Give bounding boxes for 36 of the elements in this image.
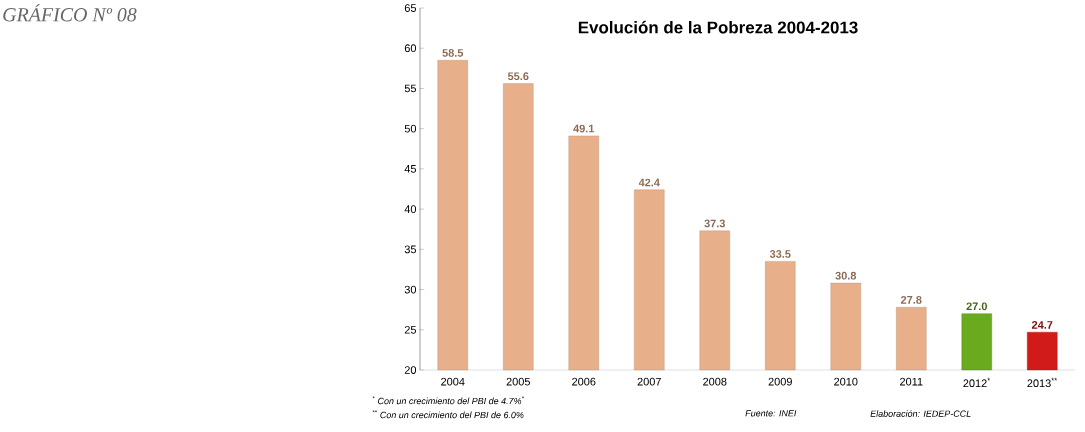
data-label: 27.0 [966, 302, 987, 311]
x-tick-label: 2004 [441, 377, 465, 386]
text: Evolución de la Pobreza 2004-2013 [578, 20, 858, 34]
y-tick-label: 25 [404, 325, 417, 334]
x-tick-label: 2005 [506, 377, 530, 386]
data-label: 27.8 [900, 295, 922, 304]
data-label: 58.5 [442, 49, 464, 57]
x-tick-label: 2011 [900, 377, 923, 386]
data-label: 55.6 [507, 72, 529, 81]
source-note: Fuente: INEI [745, 410, 797, 417]
data-label: 24.7 [1031, 321, 1053, 329]
text: $^{*}$ Con un crecimiento del PBI de 4.7%$^{*}$ [372, 396, 525, 405]
data-label: 49.1 [573, 124, 595, 133]
x-tick-label: 2012$^{*}$ [963, 377, 991, 388]
y-tick-label: 55 [404, 84, 417, 93]
x-tick-label: 2008 [703, 377, 727, 386]
x-tick-label: 2007 [637, 377, 661, 386]
x-tick-label: 2009 [768, 377, 792, 386]
data-label: 42.4 [638, 178, 660, 187]
y-tick-label: 30 [404, 285, 417, 294]
x-tick-label: 2010 [834, 377, 858, 386]
y-tick-label: 50 [404, 124, 417, 133]
data-label: 30.8 [835, 271, 857, 280]
y-tick-label: 65 [404, 4, 417, 12]
data-label: 33.5 [769, 250, 791, 258]
y-tick-label: 60 [404, 44, 417, 53]
text: $^{**}$ Con un crecimiento del PBI de 6.0% [372, 410, 524, 419]
y-tick-label: 40 [404, 205, 417, 213]
text: Elaboración: IEDEP-CCL [870, 410, 971, 417]
data-label: 37.3 [704, 219, 726, 228]
x-tick-label: 2006 [572, 377, 596, 386]
x-tick-label: 2013$^{**}$ [1027, 377, 1058, 388]
y-tick-label: 20 [404, 366, 417, 374]
y-tick-label: 45 [404, 165, 417, 173]
text: GRÁFICO Nº 08 [3, 4, 137, 22]
y-tick-label: 35 [404, 245, 417, 254]
